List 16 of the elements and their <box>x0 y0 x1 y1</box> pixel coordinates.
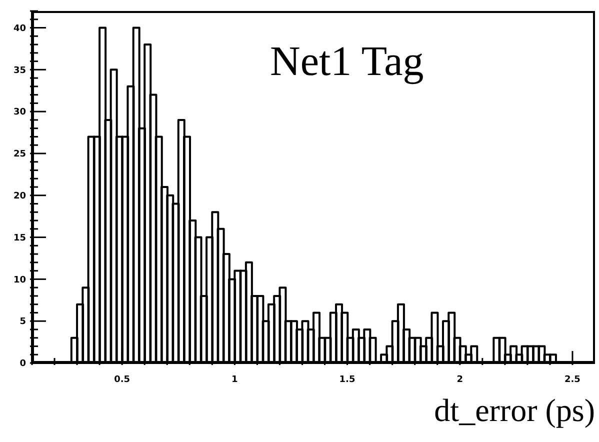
y-tick-label: 30 <box>13 108 26 118</box>
y-tick-label: 40 <box>13 24 26 34</box>
y-tick-label: 35 <box>13 66 26 76</box>
y-tick-label: 20 <box>13 192 26 202</box>
y-tick-label: 0 <box>20 359 26 370</box>
x-tick-label: 2 <box>456 375 464 385</box>
x-axis-title: dt_error (ps) <box>434 392 595 429</box>
x-tick-label: 1.5 <box>339 375 356 385</box>
y-tick-label: 25 <box>13 150 26 160</box>
x-tick-label: 1 <box>232 375 238 385</box>
x-tick-label: 0.5 <box>114 375 130 385</box>
x-tick-label: 2.5 <box>564 375 580 385</box>
y-tick-label: 15 <box>13 233 26 244</box>
y-tick-label: 5 <box>20 317 26 328</box>
text: Net1 Tag <box>270 38 424 86</box>
y-tick-label: 10 <box>13 275 26 286</box>
